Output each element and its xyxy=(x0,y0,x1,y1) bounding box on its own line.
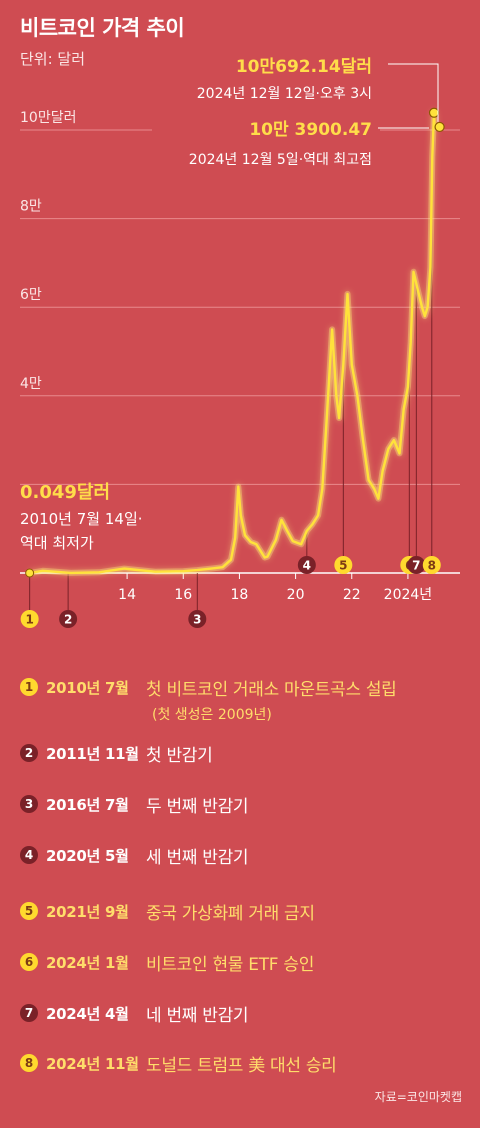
legend-badge-6: 6 xyxy=(20,953,38,971)
event-marker-label-4: 4 xyxy=(303,559,311,573)
legend-date-5: 2021년 9월 xyxy=(46,902,129,921)
event-marker-8 xyxy=(422,556,441,574)
low-annotation-note-0: 2010년 7월 14일· xyxy=(20,510,143,528)
legend-badge-8: 8 xyxy=(20,1054,38,1072)
legend-date-3: 2016년 7월 xyxy=(46,795,129,814)
legend-item-4: 4 2020년 5월 세 번째 반감기 xyxy=(20,840,249,870)
event-marker-1 xyxy=(20,610,39,628)
peak-annotation-value: 10만 3900.47 xyxy=(249,120,372,140)
legend-item-7: 7 2024년 4월 네 번째 반감기 xyxy=(20,998,249,1028)
latest-annotation-note-0: 2024년 12월 12일·오후 3시 xyxy=(197,86,372,102)
legend-item-6: 6 2024년 1월 비트코인 현물 ETF 승인 xyxy=(20,947,314,977)
legend-desc-4: 세 번째 반감기 xyxy=(146,847,249,868)
legend-date-1: 2010년 7월 xyxy=(46,678,129,697)
low-point-dot xyxy=(25,568,35,578)
peak-point-dot xyxy=(428,107,440,118)
event-marker-label-5: 5 xyxy=(339,559,347,573)
x-tick-label-4: 22 xyxy=(343,587,361,603)
y-tick-label-3: 4만 xyxy=(20,376,42,392)
legend-item-1: 1 2010년 7월 첫 비트코인 거래소 마운트곡스 설립 xyxy=(20,672,397,702)
legend-date-4: 2020년 5월 xyxy=(46,846,129,865)
x-tick-label-2: 18 xyxy=(231,587,249,603)
event-marker-4 xyxy=(297,556,316,574)
legend-badge-3: 3 xyxy=(20,795,38,813)
legend-sub-1: (첫 생성은 2009년) xyxy=(152,707,272,723)
latest-point-dot xyxy=(434,121,445,133)
legend-badge-5: 5 xyxy=(20,902,38,920)
legend-item-8: 8 2024년 11월 도널드 트럼프 美 대선 승리 xyxy=(20,1048,337,1078)
unit-label: 단위: 달러 xyxy=(20,50,86,68)
event-marker-label-8: 8 xyxy=(428,559,436,573)
legend-desc-5: 중국 가상화폐 거래 금지 xyxy=(146,903,315,924)
legend-date-7: 2024년 4월 xyxy=(46,1004,129,1023)
low-annotation-value: 0.049달러 xyxy=(20,482,110,503)
y-tick-label-0: 10만달러 xyxy=(20,110,76,126)
legend-item-2: 2 2011년 11월 첫 반감기 xyxy=(20,738,213,768)
latest-leader-line xyxy=(388,63,439,122)
source-note: 자료=코인마켓캡 xyxy=(374,1090,462,1104)
legend-badge-1: 1 xyxy=(20,678,38,696)
x-tick-label-0: 14 xyxy=(118,587,136,603)
event-marker-label-2: 2 xyxy=(64,613,72,627)
chart-area: 10만달러8만6만4만14161820222024년123456780.049달… xyxy=(20,56,460,628)
chart-title: 비트코인 가격 추이 xyxy=(20,16,185,40)
legend-date-6: 2024년 1월 xyxy=(46,953,129,972)
price-line xyxy=(29,111,436,575)
legend-desc-3: 두 번째 반감기 xyxy=(146,796,249,817)
low-annotation-note-1: 역대 최저가 xyxy=(20,534,94,552)
price-chart: 10만달러8만6만4만14161820222024년123456780.049달… xyxy=(20,56,460,628)
price-line-glow xyxy=(29,109,438,576)
legend-badge-2: 2 xyxy=(20,744,38,762)
event-marker-label-3: 3 xyxy=(193,613,201,627)
legend-date-2: 2011년 11월 xyxy=(46,744,139,763)
event-marker-label-7: 7 xyxy=(412,559,420,573)
legend-desc-7: 네 번째 반감기 xyxy=(146,1005,249,1026)
legend-badge-7: 7 xyxy=(20,1004,38,1022)
latest-annotation-value: 10만692.14달러 xyxy=(236,56,372,77)
legend-badge-4: 4 xyxy=(20,846,38,864)
legend-date-8: 2024년 11월 xyxy=(46,1054,139,1073)
y-tick-label-2: 6만 xyxy=(20,287,42,303)
event-marker-label-1: 1 xyxy=(25,613,33,627)
x-tick-label-1: 16 xyxy=(174,587,192,603)
event-marker-5 xyxy=(334,556,353,574)
legend-item-3: 3 2016년 7월 두 번째 반감기 xyxy=(20,789,249,819)
x-tick-label-3: 20 xyxy=(287,587,305,603)
event-marker-2 xyxy=(59,610,78,628)
peak-annotation-note-0: 2024년 12월 5일·역대 최고점 xyxy=(189,152,372,168)
legend-desc-8: 도널드 트럼프 美 대선 승리 xyxy=(146,1055,337,1076)
legend-item-5: 5 2021년 9월 중국 가상화폐 거래 금지 xyxy=(20,896,315,926)
legend-desc-6: 비트코인 현물 ETF 승인 xyxy=(146,954,315,975)
legend-desc-1: 첫 비트코인 거래소 마운트곡스 설립 xyxy=(146,679,397,700)
event-marker-3 xyxy=(188,610,207,628)
x-tick-label-5: 2024년 xyxy=(384,587,433,603)
event-marker-7 xyxy=(407,556,426,574)
y-tick-label-1: 8만 xyxy=(20,199,42,215)
legend-desc-2: 첫 반감기 xyxy=(146,745,213,766)
